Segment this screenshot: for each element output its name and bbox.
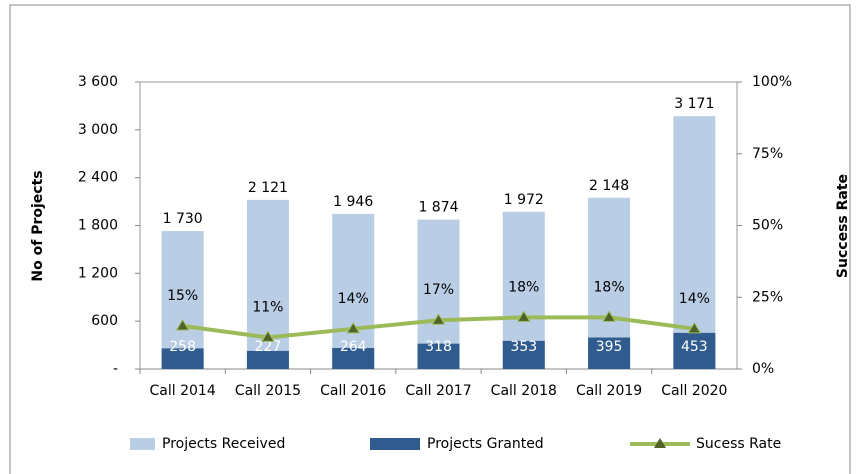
x-tick-label: Call 2019 <box>576 383 642 399</box>
bar-value-label: 2 121 <box>248 180 288 196</box>
line-value-label: 18% <box>594 279 625 295</box>
chart-border <box>9 4 851 474</box>
bar-value-label: 318 <box>425 339 452 355</box>
bar-value-label: 453 <box>681 339 708 355</box>
bar-value-label: 264 <box>340 339 367 355</box>
bar <box>673 332 716 369</box>
line-value-label: 15% <box>167 288 198 304</box>
bar <box>161 348 204 369</box>
bar <box>332 213 375 369</box>
bar <box>588 337 631 369</box>
bar-value-label: 1 946 <box>333 194 373 210</box>
bar <box>161 231 204 369</box>
line-marker <box>346 321 361 334</box>
bar-value-label: 395 <box>596 339 623 355</box>
x-tick-label: Call 2014 <box>150 383 216 399</box>
y-tick-label: 2 400 <box>78 170 118 186</box>
x-tick-label: Call 2015 <box>235 383 301 399</box>
bar-value-label: 1 972 <box>504 192 544 208</box>
line-marker <box>431 313 446 325</box>
bar-value-label: 1 874 <box>418 200 458 216</box>
bar-value-label: 2 148 <box>589 178 629 194</box>
y-tick-label: 1 800 <box>78 218 118 234</box>
bar-value-label: 227 <box>255 339 282 355</box>
y-tick-label: 1 200 <box>78 265 118 281</box>
x-tick-label: Call 2020 <box>661 383 727 399</box>
legend-key-marker <box>654 438 666 448</box>
bar-value-label: 1 730 <box>163 211 203 227</box>
y2-tick-label: 75% <box>752 146 783 162</box>
line-marker <box>687 321 702 334</box>
y-tick-label: 3 600 <box>78 74 118 90</box>
line-value-label: 18% <box>508 279 539 295</box>
y2-tick-label: 25% <box>752 289 783 305</box>
bar-value-label: 258 <box>169 339 196 355</box>
line-value-label: 14% <box>338 291 369 307</box>
line-value-label: 11% <box>252 299 283 315</box>
bar-value-label: 3 171 <box>674 96 714 112</box>
x-tick-label: Call 2018 <box>491 383 557 399</box>
bar <box>417 343 460 369</box>
y2-tick-label: 100% <box>752 74 792 90</box>
y-tick-label: 3 000 <box>78 122 118 138</box>
y-tick-label: 600 <box>91 313 118 329</box>
line-marker <box>602 310 616 322</box>
line-marker <box>261 330 275 342</box>
legend-label: Projects Granted <box>427 436 544 452</box>
x-tick-label: Call 2016 <box>320 383 386 399</box>
legend-key <box>370 438 420 450</box>
line-marker <box>175 318 190 331</box>
y2-axis-title: Success Rate <box>835 174 851 278</box>
y-axis-title: No of Projects <box>30 170 46 281</box>
bar <box>332 347 375 369</box>
legend-label: Projects Received <box>162 436 285 452</box>
line-value-label: 14% <box>679 291 710 307</box>
legend-label: Sucess Rate <box>696 436 781 452</box>
line-value-label: 17% <box>423 282 454 298</box>
legend-key <box>130 438 155 450</box>
bar <box>246 350 289 369</box>
y2-tick-label: 50% <box>752 218 783 234</box>
line-marker <box>516 310 531 322</box>
bar-value-label: 353 <box>510 339 537 355</box>
y2-tick-label: 0% <box>752 361 774 377</box>
x-tick-label: Call 2017 <box>405 383 471 399</box>
bar <box>502 340 545 369</box>
y-tick-label: - <box>113 361 118 377</box>
